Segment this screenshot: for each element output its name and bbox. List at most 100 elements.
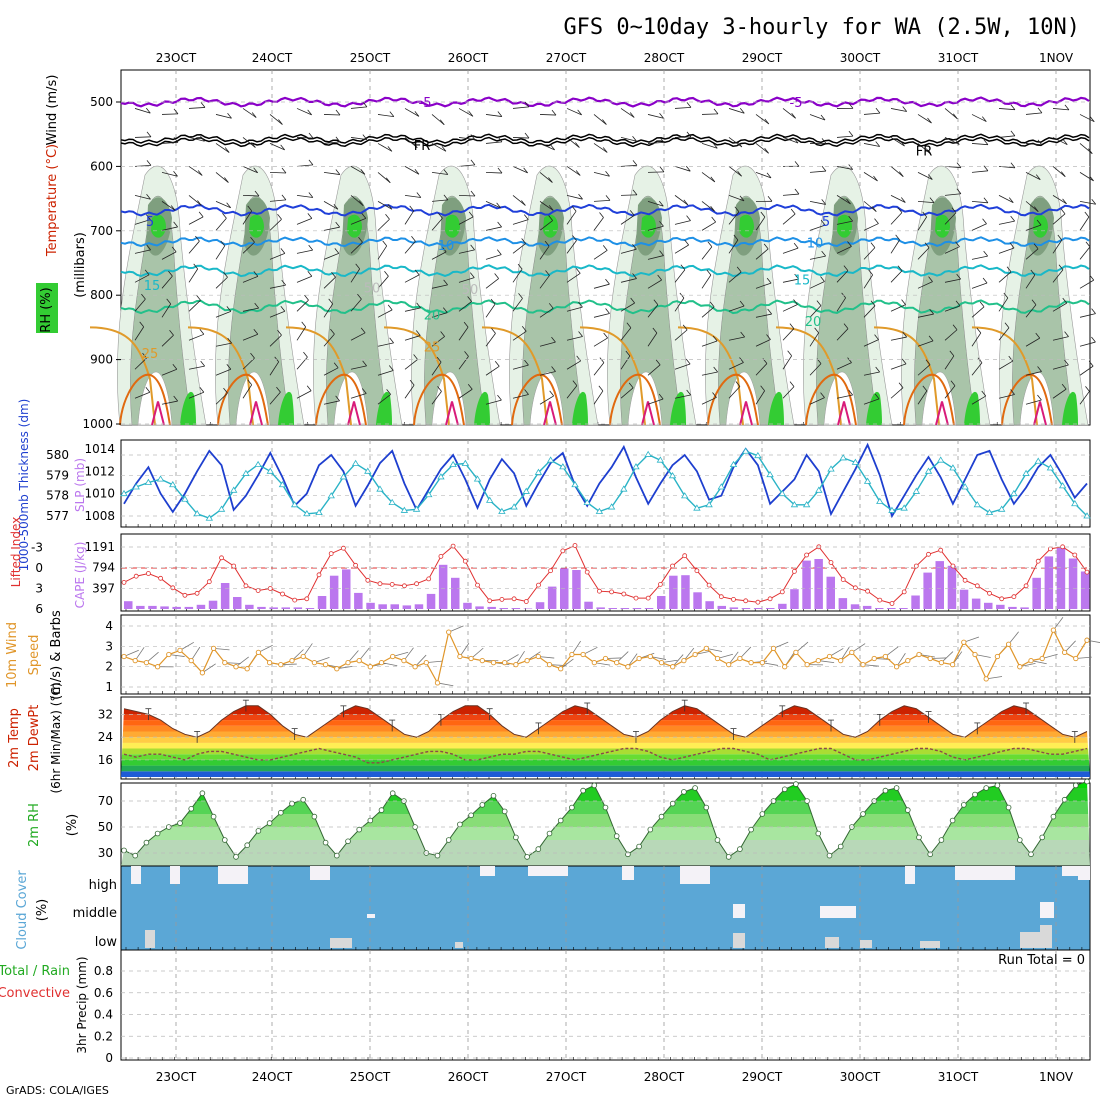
wind-barb — [1025, 248, 1039, 260]
bottom-date-label: 28OCT — [644, 1070, 685, 1084]
wind10-barb — [526, 651, 541, 661]
slp-marker — [278, 480, 287, 488]
rh-marker — [266, 820, 273, 826]
wind-barb-flag — [551, 336, 556, 343]
wind-barb-flag — [628, 382, 634, 389]
wind-barb — [377, 172, 391, 184]
wind10-marker — [423, 659, 429, 666]
rh-shade-lowgreen — [572, 391, 588, 425]
ylabel-wind10-unit: (m/s) & Barbs — [49, 610, 64, 700]
wind-barb-flag — [1035, 174, 1041, 180]
wind-barb — [377, 394, 391, 405]
temp-contour-25 — [579, 326, 646, 426]
wind-barb — [269, 143, 285, 151]
li-marker — [792, 569, 797, 574]
rh-dry-core — [627, 371, 663, 426]
wind-barb-flag — [630, 297, 635, 304]
wind-barb — [593, 362, 605, 376]
wind-barb — [998, 327, 1010, 341]
li-marker — [767, 596, 773, 602]
wind-barb — [377, 370, 394, 376]
wind10-marker — [882, 653, 889, 660]
cape-bar — [608, 608, 617, 609]
wind-barb — [512, 137, 530, 139]
cloud-high-patch — [480, 866, 495, 876]
wind10-barb — [381, 662, 398, 667]
contour-label: 25 — [142, 347, 159, 362]
wind10-barb — [538, 656, 555, 659]
cape-bar — [402, 605, 412, 609]
wind-barb-flag — [1036, 219, 1042, 226]
temp-contour-35 — [347, 401, 361, 426]
slp-marker — [303, 509, 311, 517]
wind-barb — [998, 297, 1009, 312]
wind-barb-flag — [145, 387, 151, 393]
wind-barb-flag — [571, 205, 577, 212]
wind-barb-flag — [1085, 241, 1091, 248]
li-marker — [1048, 546, 1053, 552]
wind-barb — [944, 212, 957, 225]
ylabel-cloud-unit: (%) — [35, 899, 50, 922]
cloud-high-patch — [1078, 866, 1090, 880]
wind-barb — [1052, 213, 1066, 225]
rh-marker — [222, 837, 228, 843]
wind-barb — [566, 137, 580, 148]
wind-barb — [323, 333, 335, 347]
cape-bar — [584, 601, 593, 609]
wind-barb-flag — [416, 302, 421, 309]
wind-barb-flag — [227, 113, 232, 119]
wind-barb-flag — [737, 170, 742, 177]
wind-barb-flag — [659, 112, 664, 119]
wind10-marker — [994, 653, 1001, 660]
wind-barb — [971, 143, 988, 146]
wind-barb — [944, 355, 955, 370]
wind-barb — [134, 326, 145, 341]
wind-barb-flag — [1085, 386, 1090, 392]
wind10-marker — [983, 676, 989, 682]
rh-marker — [143, 839, 150, 846]
rh-shade-lowgreen — [474, 391, 490, 425]
wind-barb-flag — [925, 359, 931, 365]
wind-barb — [620, 278, 637, 283]
cape-bar — [487, 606, 496, 609]
wind10-barb — [437, 682, 454, 687]
wind-barb-flag — [1091, 336, 1096, 343]
wind10-marker — [1028, 657, 1034, 664]
wind10-marker — [356, 657, 362, 664]
rh-marker — [714, 837, 721, 843]
wind-barb — [458, 137, 475, 140]
li-marker — [121, 580, 127, 585]
wind-barb-flag — [1010, 104, 1016, 110]
cape-bar — [547, 586, 557, 609]
wind-barb — [728, 108, 745, 114]
li-marker — [670, 563, 675, 569]
cape-bar — [354, 592, 363, 609]
wind10-marker — [1073, 655, 1079, 662]
wind-barb — [755, 216, 766, 231]
wind-barb-flag — [524, 101, 530, 108]
wind10-barb — [840, 646, 850, 661]
rh-marker — [591, 782, 598, 789]
wind-barb — [188, 107, 205, 109]
wind-barb-flag — [358, 236, 363, 243]
wind10-marker — [412, 664, 418, 670]
wind10-barb — [1053, 616, 1064, 631]
wind-barb-flag — [496, 249, 502, 255]
wind-barb — [755, 143, 769, 154]
wind-barb-flag — [576, 355, 581, 362]
wind-barb — [917, 172, 933, 180]
wind-barb — [323, 226, 340, 231]
wind-barb-flag — [169, 329, 174, 336]
rh-marker — [233, 854, 239, 860]
wind-barb-flag — [281, 167, 287, 174]
wind-barb — [296, 194, 313, 198]
slp-line — [123, 450, 1088, 519]
bottom-date-axis: 23OCT 24OCT 25OCT 26OCT 27OCT 28OCT 29OCT 30OCT… — [156, 1070, 1074, 1084]
wind-barb-flag — [226, 363, 232, 370]
cape-bar — [366, 602, 375, 609]
wind-barb-flag — [198, 211, 204, 218]
top-date-label: 26OCT — [448, 51, 489, 65]
wind10-marker — [244, 666, 250, 672]
wind10-marker — [278, 661, 284, 668]
rh-marker — [1084, 778, 1090, 785]
